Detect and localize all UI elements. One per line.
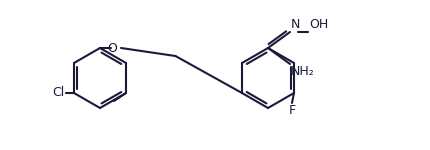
Text: NH₂: NH₂ <box>291 65 315 78</box>
Text: Cl: Cl <box>52 85 64 99</box>
Text: OH: OH <box>309 18 328 31</box>
Text: F: F <box>289 104 295 117</box>
Text: O: O <box>107 42 117 54</box>
Text: N: N <box>291 18 301 31</box>
